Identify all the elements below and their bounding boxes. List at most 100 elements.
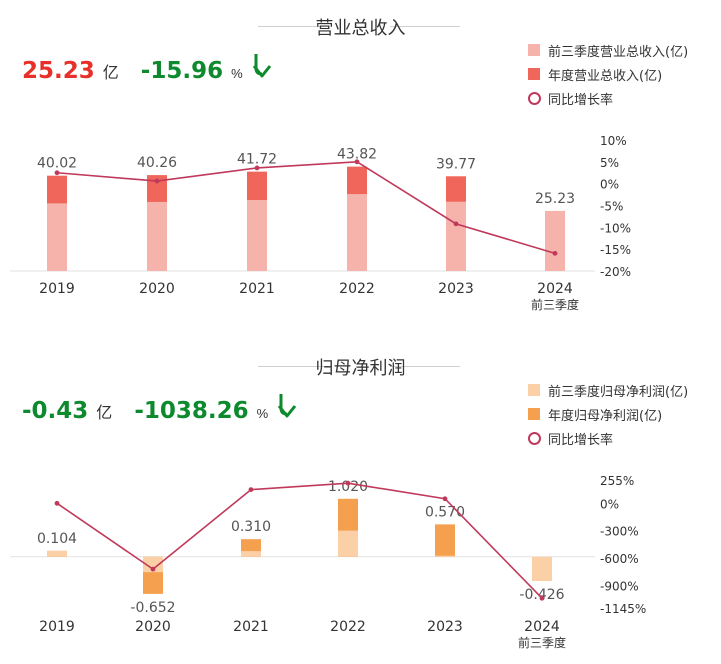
growth-point (150, 566, 156, 572)
growth-point (54, 500, 60, 506)
growth-point (154, 178, 160, 184)
right-axis-tick: 0% (600, 497, 619, 511)
legend-item-growth[interactable]: 同比增长率 (528, 426, 688, 450)
bar-q3 (532, 556, 552, 582)
revenue-chart: 40.02 2019 40.26 2020 41.72 2021 43.82 2022 39.7… (10, 134, 631, 312)
x-tick-label: 2020 (139, 281, 175, 297)
legend-label: 同比增长率 (548, 92, 614, 108)
growth-line (56, 161, 556, 255)
data-label: -0.426 (519, 587, 564, 603)
growth-point (552, 250, 558, 256)
x-tick-sublabel: 前三季度 (531, 297, 579, 312)
data-label: 43.82 (337, 147, 377, 163)
legend-label: 年度营业总收入(亿) (548, 68, 663, 84)
revenue-kpi: 25.23 亿 -15.96 % (22, 48, 273, 84)
x-tick-label: 2019 (39, 619, 75, 635)
data-label: -0.652 (130, 600, 175, 616)
right-axis-tick: 5% (600, 156, 619, 170)
x-tick-label: 2022 (330, 619, 366, 635)
circle-icon (528, 91, 541, 105)
right-axis-tick: -300% (600, 525, 639, 539)
profit-kpi-change: -1038.26 (134, 398, 249, 424)
right-axis-tick: -15% (600, 243, 631, 257)
bar-q3 (545, 210, 565, 271)
right-axis-tick: -5% (600, 200, 623, 214)
bar-q3 (147, 201, 167, 271)
revenue-kpi-value: 25.23 (22, 58, 95, 84)
legend-item-q3[interactable]: 前三季度归母净利润(亿) (528, 378, 688, 402)
bar-q3 (247, 200, 267, 271)
x-tick-label: 2019 (39, 281, 75, 297)
data-label: 40.26 (137, 155, 177, 171)
revenue-kpi-unit: 亿 (102, 63, 119, 82)
growth-point (254, 165, 260, 171)
growth-point (442, 496, 448, 502)
data-label: 0.104 (37, 531, 77, 547)
revenue-kpi-change-unit: % (231, 66, 243, 81)
legend-swatch (528, 68, 540, 80)
bar-q3 (47, 550, 67, 557)
revenue-kpi-change: -15.96 (140, 58, 224, 84)
x-tick-label: 2022 (339, 281, 375, 297)
profit-kpi-unit: 亿 (96, 403, 113, 422)
data-label: 39.77 (436, 156, 476, 172)
title-divider-left (258, 26, 328, 27)
right-axis-tick: 255% (600, 474, 634, 488)
growth-line (56, 482, 543, 599)
growth-point (345, 480, 351, 486)
bar-q3 (47, 203, 67, 271)
x-tick-label: 2024 (524, 619, 560, 635)
revenue-legend: 前三季度营业总收入(亿) 年度营业总收入(亿) 同比增长率 (528, 38, 688, 110)
bar-q3 (347, 194, 367, 271)
right-axis-tick: -600% (600, 552, 639, 566)
right-axis-tick: 10% (600, 134, 627, 148)
x-tick-label: 2020 (135, 619, 171, 635)
growth-point (248, 487, 254, 492)
legend-label: 前三季度归母净利润(亿) (548, 384, 689, 400)
bar-q3 (435, 555, 455, 557)
revenue-panel: 营业总收入 25.23 亿 -15.96 % 前三季度营业总收入(亿) 年度营业… (0, 0, 721, 330)
legend-item-growth[interactable]: 同比增长率 (528, 86, 688, 110)
legend-label: 前三季度营业总收入(亿) (548, 44, 689, 60)
profit-legend: 前三季度归母净利润(亿) 年度归母净利润(亿) 同比增长率 (528, 378, 688, 450)
revenue-title: 营业总收入 (315, 18, 406, 39)
data-label: 40.02 (37, 156, 77, 172)
profit-kpi-change-unit: % (256, 406, 269, 421)
x-tick-label: 2023 (427, 619, 463, 635)
x-tick-label: 2024 (537, 281, 573, 297)
data-label: 25.23 (535, 191, 575, 207)
data-label: 41.72 (237, 152, 277, 168)
legend-item-q3[interactable]: 前三季度营业总收入(亿) (528, 38, 688, 62)
right-axis-tick: -20% (600, 265, 631, 279)
x-tick-sublabel: 前三季度 (518, 635, 566, 650)
profit-title: 归母净利润 (315, 358, 406, 379)
profit-panel: 归母净利润 -0.43 亿 -1038.26 % 前三季度归母净利润(亿) 年度… (0, 340, 721, 664)
legend-item-annual[interactable]: 年度营业总收入(亿) (528, 62, 688, 86)
right-axis-tick: -900% (600, 580, 639, 594)
growth-point (539, 595, 545, 601)
profit-kpi-value: -0.43 (22, 398, 89, 424)
title-divider-right (390, 26, 460, 27)
title-divider-right (390, 366, 460, 367)
profit-kpi: -0.43 亿 -1038.26 % (22, 388, 298, 424)
right-axis-tick: -10% (600, 221, 631, 235)
bar-q3 (338, 530, 358, 557)
bar-q3 (241, 551, 261, 557)
circle-icon (528, 431, 541, 445)
data-label: 1.020 (328, 479, 368, 495)
right-axis-tick: 0% (600, 178, 619, 192)
legend-swatch (528, 384, 540, 396)
growth-point (54, 170, 60, 176)
legend-item-annual[interactable]: 年度归母净利润(亿) (528, 402, 688, 426)
x-tick-label: 2021 (239, 281, 275, 297)
data-label: 0.310 (231, 519, 271, 535)
legend-swatch (528, 408, 540, 420)
down-arrow-icon (276, 392, 298, 422)
bar-annual (435, 524, 455, 557)
right-axis-tick: -1145% (600, 602, 646, 616)
down-arrow-icon (251, 52, 273, 82)
x-tick-label: 2023 (438, 281, 474, 297)
legend-swatch (528, 44, 540, 56)
legend-label: 年度归母净利润(亿) (548, 408, 663, 424)
profit-chart: 0.1042019-0.65220200.31020211.02020220.5… (10, 474, 646, 650)
